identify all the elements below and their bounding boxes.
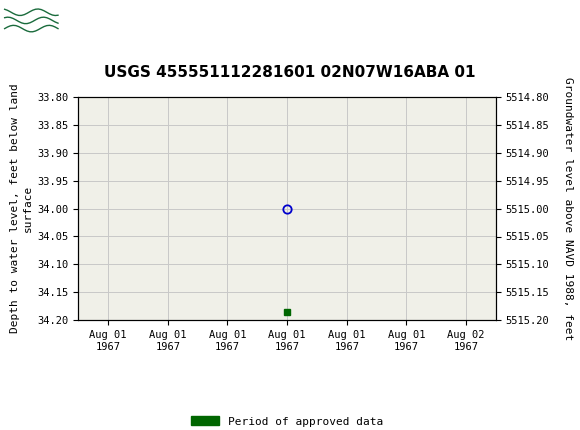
Text: USGS 455551112281601 02N07W16ABA 01: USGS 455551112281601 02N07W16ABA 01 xyxy=(104,64,476,80)
Legend: Period of approved data: Period of approved data xyxy=(187,412,387,430)
Y-axis label: Depth to water level, feet below land
surface: Depth to water level, feet below land su… xyxy=(10,84,33,333)
Text: USGS: USGS xyxy=(67,11,126,30)
Y-axis label: Groundwater level above NAVD 1988, feet: Groundwater level above NAVD 1988, feet xyxy=(563,77,573,340)
Bar xyxy=(3,3,61,37)
